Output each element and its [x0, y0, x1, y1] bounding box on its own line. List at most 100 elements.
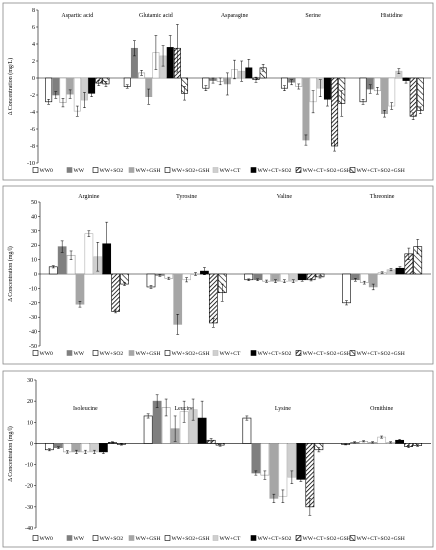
legend-label: WW+SO2	[100, 351, 124, 357]
y-tick-label: 40	[31, 214, 37, 220]
y-tick-label: -20	[29, 301, 37, 307]
legend-label: WW+SO2	[100, 536, 124, 542]
legend-swatch	[32, 535, 39, 541]
y-tick-label: 20	[27, 399, 33, 405]
bar	[208, 273, 218, 324]
y-axis-label: Δ Concentration (mg/l)	[7, 426, 14, 482]
legend: WW0 WW WW+SO2 WW+GSH WW+SO2+GSH WW+CT WW+CT+SO…	[32, 167, 405, 174]
bar	[409, 77, 417, 117]
y-tick-label: -40	[29, 330, 37, 336]
group-title: Ornithine	[370, 406, 393, 412]
bar	[388, 77, 396, 107]
y-tick-label: 0	[30, 441, 33, 447]
legend-swatch	[92, 167, 99, 173]
legend-swatch	[32, 350, 39, 356]
group-title: Isoleucine	[73, 406, 98, 412]
bar	[84, 233, 94, 275]
bar	[146, 273, 156, 288]
legend-swatch	[349, 167, 356, 173]
legend-label: WW0	[40, 168, 54, 174]
group-title: Tyrosine	[176, 194, 197, 200]
group-title: Asparagine	[221, 13, 249, 19]
legend-swatch	[32, 167, 39, 173]
chart-panel-3: 30 20 10 0 -10 -20 -30 -40 Δ Concentration (mg/l…	[2, 370, 434, 548]
y-tick-label: -2	[30, 93, 35, 99]
legend-label: WW+SO2+GSH	[172, 168, 210, 174]
bar	[242, 417, 252, 444]
legend-swatch	[164, 350, 171, 356]
legend-swatch	[66, 167, 73, 173]
y-tick-label: -8	[30, 144, 35, 150]
group-title: Arginine	[78, 194, 100, 200]
legend-swatch	[250, 167, 257, 173]
y-tick-label: 6	[32, 25, 35, 31]
legend-swatch	[295, 350, 302, 356]
legend-label: WW+GSH	[136, 168, 161, 174]
y-tick-label: -40	[25, 526, 33, 532]
bar	[342, 273, 351, 304]
legend-swatch	[164, 535, 171, 541]
legend: WW0 WW WW+SO2 WW+GSH WW+SO2+GSH WW+CT WW+CT+SO…	[32, 535, 405, 542]
legend-swatch	[212, 167, 219, 173]
legend-label: WW+CT+SO2+GSH	[303, 536, 351, 542]
group-title: Serine	[305, 13, 321, 19]
legend-swatch	[295, 535, 302, 541]
y-tick-label: -20	[25, 484, 33, 490]
y-tick-label: 50	[31, 200, 37, 206]
bar	[331, 77, 339, 147]
legend-swatch	[164, 167, 171, 173]
legend-swatch	[349, 535, 356, 541]
bar	[381, 77, 389, 115]
legend: WW0 WW WW+SO2 WW+GSH WW+SO2+GSH WW+CT WW+CT+SO…	[32, 350, 405, 357]
legend-label: WW+CT+SO2+GSH	[303, 168, 351, 174]
legend-label: WW+GSH	[136, 536, 161, 542]
legend-swatch	[250, 350, 257, 356]
y-axis-label: Δ Concentration (mg/l)	[7, 246, 14, 302]
legend-swatch	[92, 535, 99, 541]
chart-panel-1: 8 6 4 2 0 -2 -4 -6 -8 -10 Δ Concentration (mg/L) As…	[2, 2, 434, 181]
legend-swatch	[250, 535, 257, 541]
y-tick-label: -30	[25, 505, 33, 511]
y-tick-label: -50	[29, 344, 37, 350]
legend-label: WW+CT	[220, 351, 241, 357]
bar	[416, 77, 424, 111]
group-title: Valine	[277, 194, 293, 200]
legend-label: WW+SO2+GSH	[172, 536, 210, 542]
legend-label: WW+CT+SO2+GSH	[357, 168, 405, 174]
bar	[296, 443, 306, 480]
bar	[278, 443, 288, 497]
legend-label: WW+CT+SO2	[258, 536, 292, 542]
group-title: Aspartic acid	[61, 13, 93, 19]
legend-swatch	[212, 535, 219, 541]
y-tick-label: -10	[29, 286, 37, 292]
y-tick-label: 8	[32, 8, 35, 14]
legend-label: WW+CT+SO2	[258, 168, 292, 174]
group-title: Glutamic acid	[139, 13, 173, 19]
bar	[45, 77, 53, 103]
bar	[305, 443, 315, 508]
y-tick-label: -30	[29, 315, 37, 321]
y-tick-label: 10	[31, 258, 37, 264]
legend-swatch	[212, 350, 219, 356]
bar	[260, 443, 270, 476]
legend-label: WW	[74, 536, 85, 542]
legend-label: WW	[74, 168, 85, 174]
legend-label: WW0	[40, 351, 54, 357]
legend-label: WW	[74, 351, 85, 357]
y-tick-label: 10	[27, 420, 33, 426]
legend-label: WW+CT	[220, 168, 241, 174]
legend-swatch	[349, 350, 356, 356]
legend-label: WW0	[40, 536, 54, 542]
y-tick-label: 20	[31, 243, 37, 249]
y-tick-label: -4	[30, 110, 35, 116]
legend-swatch	[128, 535, 135, 541]
bar	[251, 443, 261, 474]
chart-panel-2: 50 40 30 20 10 0 -10 -20 -30 -40 -50 Δ Concentratio…	[2, 185, 434, 365]
y-axis-label: Δ Concentration (mg/L)	[7, 58, 14, 116]
legend-swatch	[66, 350, 73, 356]
legend-swatch	[128, 167, 135, 173]
legend-label: WW+CT+SO2	[258, 351, 292, 357]
legend-label: WW+CT+SO2+GSH	[303, 351, 351, 357]
y-tick-label: -10	[27, 161, 35, 167]
